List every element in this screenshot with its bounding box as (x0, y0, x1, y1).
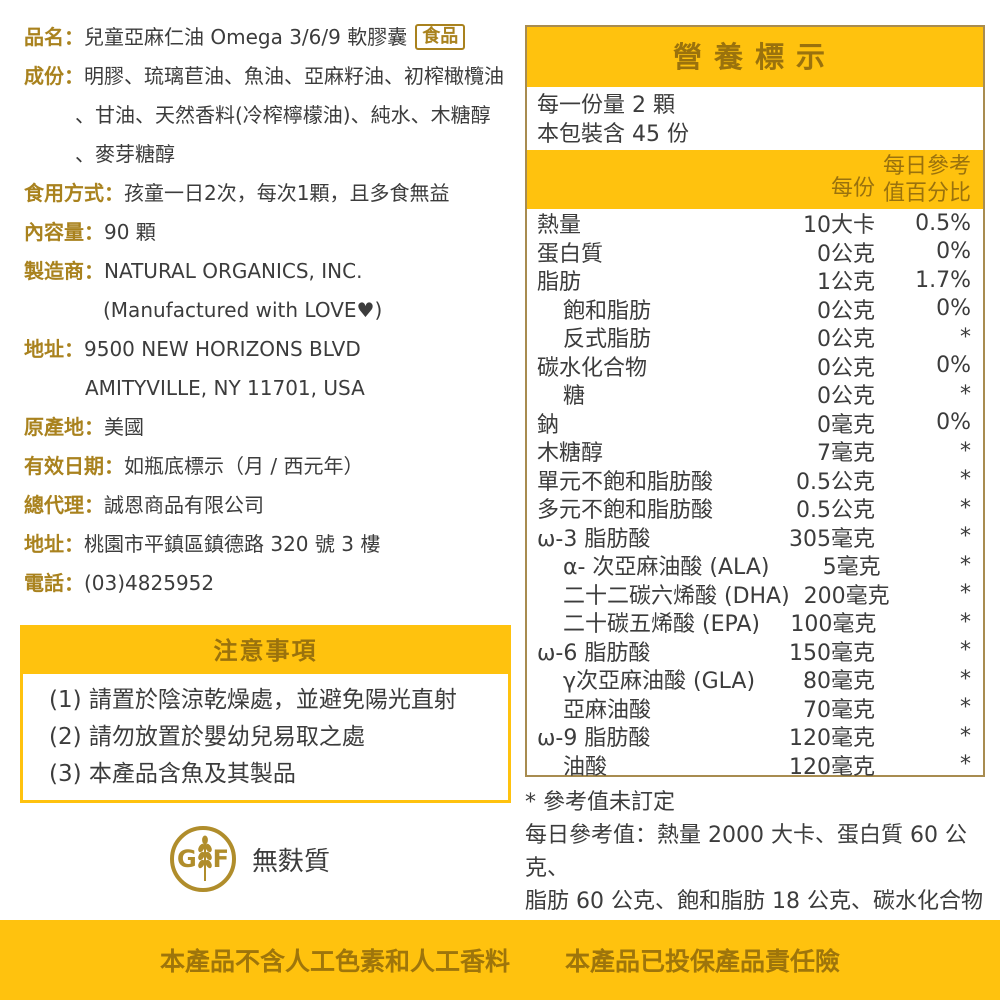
field-value: 美國 (104, 415, 144, 439)
info-line-address-tw: 地址：桃園市平鎮區鎮德路 320 號 3 樓 (24, 525, 524, 564)
info-line-expiry: 有效日期：如瓶底標示（月 / 西元年） (24, 447, 524, 486)
nutrition-table: 熱量 10大卡 0.5% 蛋白質 0公克 0% 脂肪 1公克 1.7% 飽和脂肪 0公克 0% … (527, 209, 983, 780)
serving-size: 每一份量 2 顆 (537, 93, 675, 118)
field-value: (03)4825952 (84, 571, 215, 595)
field-label: 內容量： (24, 220, 104, 244)
nutrition-row: 油酸 120毫克 * (563, 752, 971, 780)
info-line-ingredients: 成份：明膠、琉璃苣油、魚油、亞麻籽油、初榨橄欖油 (24, 57, 524, 96)
info-line-address-us-cont: AMITYVILLE, NY 11701, USA (24, 369, 524, 408)
nutrition-row: 脂肪 1公克 1.7% (537, 267, 971, 296)
nutrition-row: ω-9 脂肪酸 120毫克 * (537, 723, 971, 752)
no-artificial-statement: 本產品不含人工色素和人工香料 (159, 947, 510, 976)
field-value: 9500 NEW HORIZONS BLVD (84, 337, 361, 361)
info-line-address-us: 地址：9500 NEW HORIZONS BLVD (24, 330, 524, 369)
field-label: 成份： (24, 64, 84, 88)
gluten-free-icon: G F (170, 826, 236, 892)
caution-item: (1) 請置於陰涼乾燥處，並避免陽光直射 (49, 687, 457, 713)
field-value: 90 顆 (104, 220, 156, 244)
field-value: 桃園市平鎮區鎮德路 320 號 3 樓 (84, 532, 381, 556)
nutrition-row: 多元不飽和脂肪酸 0.5公克 * (537, 495, 971, 524)
field-label: 品名： (24, 25, 84, 49)
caution-items: (1) 請置於陰涼乾燥處，並避免陽光直射 (2) 請勿放置於嬰幼兒易取之處 (3… (23, 674, 508, 793)
nutrition-row: ω-3 脂肪酸 305毫克 * (537, 524, 971, 552)
info-line-usage: 食用方式：孩童一日2次，每次1顆，且多食無益 (24, 174, 524, 213)
nutrition-row: 亞麻油酸 70毫克 * (563, 695, 971, 723)
gf-letter-g: G (176, 845, 197, 873)
info-line-manufacturer-cont: (Manufactured with LOVE♥) (24, 291, 524, 330)
gf-letter-f: F (212, 845, 230, 873)
field-label: 地址： (24, 532, 84, 556)
liability-insurance-statement: 本產品已投保產品責任險 (565, 947, 841, 976)
field-label: 原產地： (24, 415, 104, 439)
col-daily-value-line2: 值百分比 (882, 180, 971, 206)
field-value: 、麥芽糖醇 (75, 142, 175, 166)
info-line-content-amount: 內容量：90 顆 (24, 213, 524, 252)
field-label: 電話： (24, 571, 84, 595)
footnote-star: * 參考值未訂定 (525, 790, 675, 815)
field-label: 地址： (24, 337, 84, 361)
nutrition-panel: 營養標示 每一份量 2 顆 本包裝含 45 份 每份 每日參考 值百分比 熱量 1… (525, 25, 985, 780)
info-line-manufacturer: 製造商：NATURAL ORGANICS, INC. (24, 252, 524, 291)
field-value: 兒童亞麻仁油 Omega 3/6/9 軟膠囊 (84, 25, 408, 49)
info-line-origin: 原產地：美國 (24, 408, 524, 447)
col-per-serving: 每份 (830, 176, 875, 201)
nutrition-column-headers: 每份 每日參考 值百分比 (527, 150, 983, 209)
nutrition-row: ω-6 脂肪酸 150毫克 * (537, 638, 971, 666)
nutrition-row: 木糖醇 7毫克 * (537, 438, 971, 467)
field-value: 如瓶底標示（月 / 西元年） (124, 454, 364, 478)
field-value: 明膠、琉璃苣油、魚油、亞麻籽油、初榨橄欖油 (84, 64, 504, 88)
daily-value-note-line1: 每日參考值：熱量 2000 大卡、蛋白質 60 公克、 (525, 823, 967, 881)
caution-box: 注意事項 (1) 請置於陰涼乾燥處，並避免陽光直射 (2) 請勿放置於嬰幼兒易取… (20, 625, 511, 803)
servings-per-package: 本包裝含 45 份 (537, 122, 689, 147)
field-value: NATURAL ORGANICS, INC. (104, 259, 363, 283)
field-value: (Manufactured with LOVE♥) (103, 298, 383, 322)
nutrition-row: 飽和脂肪 0公克 0% (563, 296, 971, 324)
nutrition-row: 鈉 0毫克 0% (537, 410, 971, 438)
field-label: 有效日期： (24, 454, 124, 478)
nutrition-row: 二十二碳六烯酸 (DHA) 200毫克 * (563, 581, 971, 609)
nutrition-row: 二十碳五烯酸 (EPA) 100毫克 * (563, 609, 971, 638)
bottom-bar: 本產品不含人工色素和人工香料 本產品已投保產品責任險 (0, 920, 1000, 1000)
field-label: 製造商： (24, 259, 104, 283)
nutrition-row: α- 次亞麻油酸 (ALA) 5毫克 * (563, 552, 971, 581)
col-daily-value: 每日參考 值百分比 (875, 153, 971, 207)
field-label: 總代理： (24, 493, 104, 517)
daily-value-note-line2: 脂肪 60 公克、飽和脂肪 18 公克、碳水化合物 (525, 889, 983, 914)
nutrition-row: γ次亞麻油酸 (GLA) 80毫克 * (563, 666, 971, 695)
nutrition-row: 碳水化合物 0公克 0% (537, 353, 971, 381)
info-line-ingredients-cont: 、麥芽糖醇 (24, 135, 524, 174)
info-line-ingredients-cont: 、甘油、天然香料(冷榨檸檬油)、純水、木糖醇 (24, 96, 524, 135)
gluten-free-label: 無麩質 (252, 846, 331, 877)
nutrition-row: 熱量 10大卡 0.5% (537, 210, 971, 239)
caution-item: (2) 請勿放置於嬰幼兒易取之處 (49, 724, 365, 750)
nutrition-row: 糖 0公克 * (563, 381, 971, 410)
nutrition-row: 蛋白質 0公克 0% (537, 239, 971, 267)
info-line-agent: 總代理：誠恩商品有限公司 (24, 486, 524, 525)
gluten-free-row: G F 無麩質 (170, 826, 330, 892)
info-line-product-name: 品名：兒童亞麻仁油 Omega 3/6/9 軟膠囊 食品 (24, 18, 524, 57)
nutrition-row: 反式脂肪 0公克 * (563, 324, 971, 353)
wheat-icon (197, 835, 212, 881)
nutrition-title: 營養標示 (527, 27, 983, 87)
caution-item: (3) 本產品含魚及其製品 (49, 761, 296, 787)
food-badge: 食品 (415, 24, 466, 50)
nutrition-row: 單元不飽和脂肪酸 0.5公克 * (537, 467, 971, 495)
info-line-phone: 電話：(03)4825952 (24, 564, 524, 603)
serving-info: 每一份量 2 顆 本包裝含 45 份 (527, 87, 983, 150)
col-daily-value-line1: 每日參考 (882, 153, 971, 179)
field-value: 、甘油、天然香料(冷榨檸檬油)、純水、木糖醇 (75, 103, 491, 127)
field-label: 食用方式： (24, 181, 124, 205)
field-value: 誠恩商品有限公司 (104, 493, 264, 517)
field-value: 孩童一日2次，每次1顆，且多食無益 (124, 181, 450, 205)
caution-title: 注意事項 (23, 628, 508, 674)
product-info: 品名：兒童亞麻仁油 Omega 3/6/9 軟膠囊 食品 成份：明膠、琉璃苣油、魚… (24, 18, 524, 603)
field-value: AMITYVILLE, NY 11701, USA (85, 376, 365, 400)
